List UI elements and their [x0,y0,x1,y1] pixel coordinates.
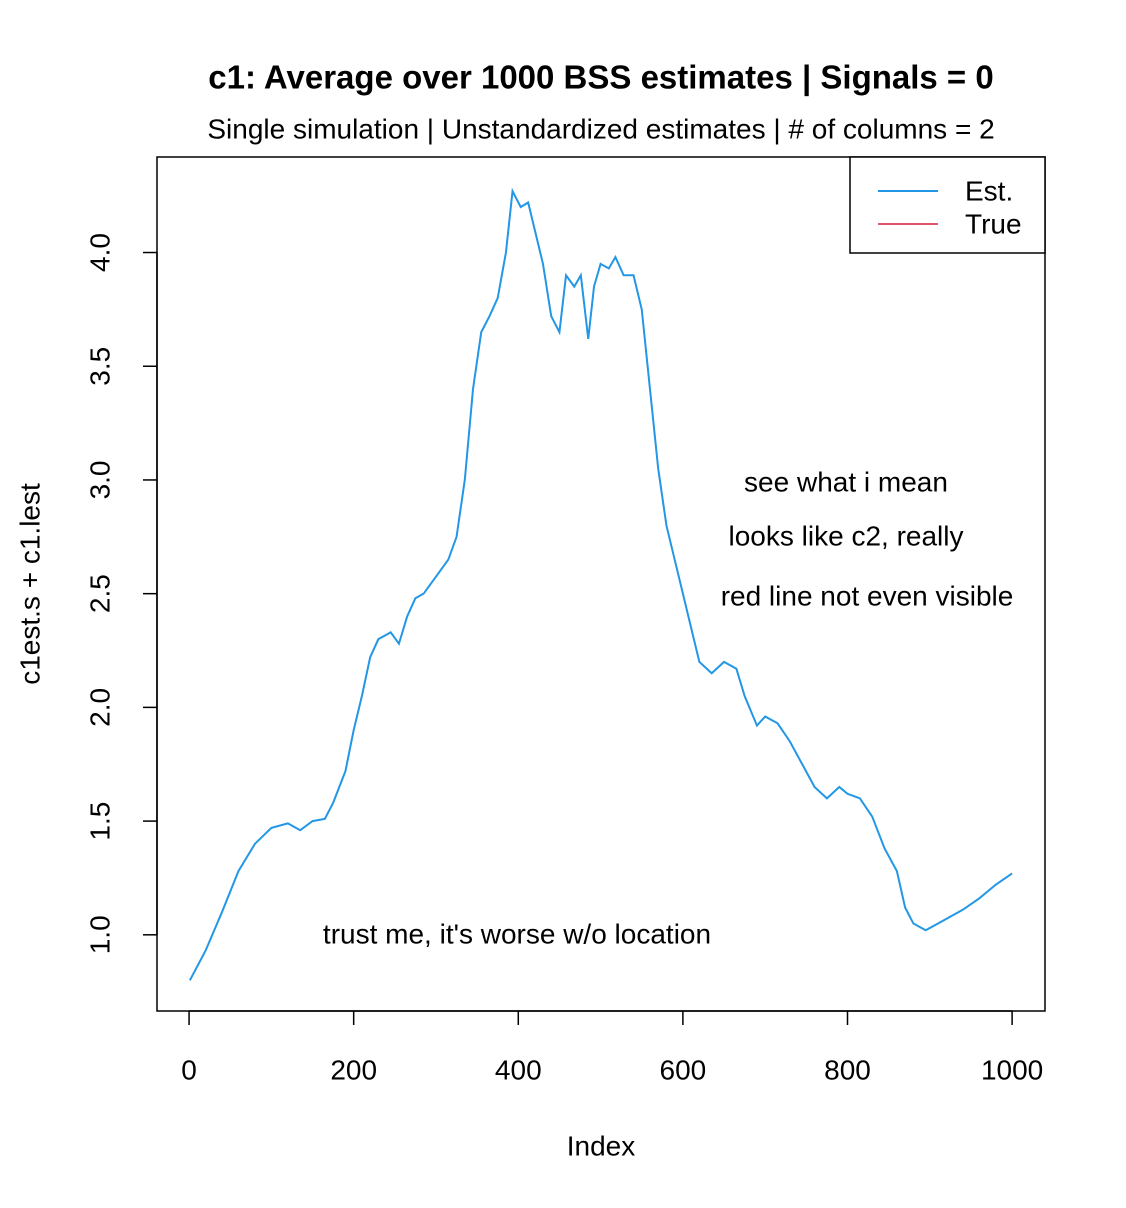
data-line [189,187,1013,981]
y-tick-label: 3.5 [84,347,115,386]
y-tick-label: 2.5 [84,574,115,613]
annotation: red line not even visible [721,580,1014,611]
x-tick-label: 600 [660,1054,707,1085]
y-tick-label: 2.0 [84,688,115,727]
y-tick-label: 1.0 [84,915,115,954]
y-tick-label: 4.0 [84,233,115,272]
annotation: see what i mean [744,466,948,497]
x-axis-label: Index [567,1130,636,1161]
y-tick-label: 1.5 [84,802,115,841]
x-tick-label: 400 [495,1054,542,1085]
chart-title: c1: Average over 1000 BSS estimates | Si… [208,59,993,96]
annotation: trust me, it's worse w/o location [323,918,711,949]
x-tick-label: 1000 [981,1054,1043,1085]
x-tick-label: 200 [330,1054,377,1085]
legend-label: Est. [965,175,1013,206]
x-tick-label: 0 [181,1054,197,1085]
annotation: looks like c2, really [729,520,964,551]
y-axis-label: c1est.s + c1.lest [14,483,45,685]
legend-label: True [965,208,1022,239]
x-tick-label: 800 [824,1054,871,1085]
chart-subtitle: Single simulation | Unstandardized estim… [207,113,994,144]
legend-box [849,156,1046,254]
y-tick-label: 3.0 [84,460,115,499]
